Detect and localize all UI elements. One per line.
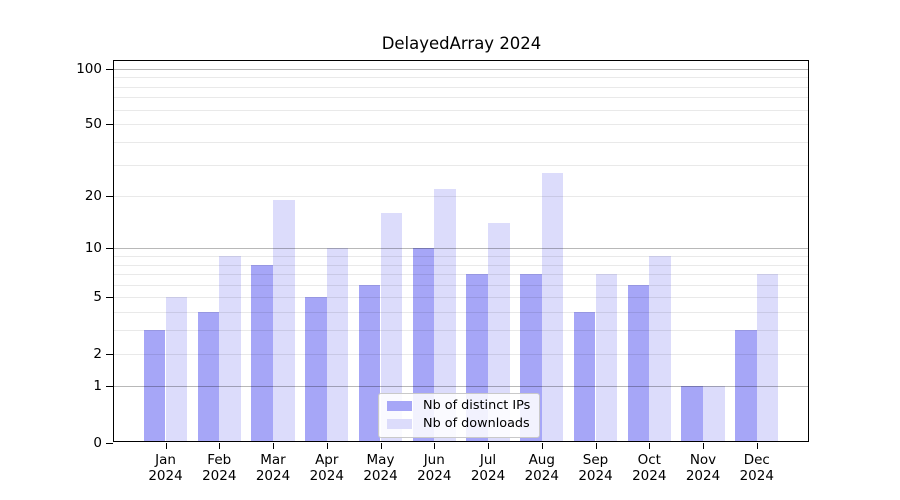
x-tick-mark — [434, 443, 436, 449]
bar-downloads — [595, 274, 618, 443]
plot-border — [113, 60, 809, 442]
x-tick-label: Mar 2024 — [255, 452, 291, 484]
y-tick-label: 10 — [84, 240, 102, 257]
bar-downloads — [703, 386, 725, 443]
legend-item-downloads: Nb of downloads — [387, 416, 530, 432]
bar-downloads — [219, 256, 241, 443]
y-tick-label: 2 — [93, 345, 102, 362]
y-tick-mark — [106, 386, 113, 387]
x-tick-label: May 2024 — [363, 452, 398, 484]
minor-gridline — [114, 265, 809, 266]
y-tick-mark — [106, 69, 113, 70]
x-tick-mark — [326, 443, 328, 449]
x-tick-label: Aug 2024 — [524, 452, 559, 484]
x-tick-label: Dec 2024 — [739, 452, 774, 484]
minor-gridline — [114, 354, 809, 355]
minor-gridline — [114, 124, 809, 125]
x-tick-label: Jan 2024 — [148, 452, 183, 484]
minor-gridline — [114, 97, 809, 98]
x-tick-label: Apr 2024 — [309, 452, 344, 484]
bar-distinct-ips — [251, 264, 273, 443]
bar-downloads — [326, 248, 349, 443]
bar-distinct-ips — [197, 312, 220, 443]
minor-gridline — [114, 165, 809, 166]
minor-gridline — [114, 256, 809, 257]
major-gridline — [114, 248, 809, 249]
y-tick-mark — [106, 124, 113, 125]
bar-downloads — [541, 172, 564, 443]
x-tick-mark — [756, 443, 758, 449]
legend-label-distinct-ips: Nb of distinct IPs — [423, 398, 531, 413]
minor-gridline — [114, 312, 809, 313]
bar-distinct-ips — [573, 312, 596, 443]
y-tick-label: 1 — [93, 378, 102, 395]
x-tick-mark — [488, 443, 489, 449]
minor-gridline — [114, 330, 809, 331]
major-gridline — [114, 386, 809, 387]
bar-distinct-ips — [681, 386, 703, 443]
x-tick-label: Feb 2024 — [202, 452, 237, 484]
legend-item-distinct-ips: Nb of distinct IPs — [387, 398, 530, 414]
bar-distinct-ips — [735, 330, 757, 443]
x-tick-mark — [219, 443, 221, 449]
major-gridline — [114, 69, 809, 70]
x-tick-label: Nov 2024 — [685, 452, 721, 484]
x-tick-mark — [165, 443, 167, 449]
y-tick-label: 5 — [93, 289, 102, 306]
bar-downloads — [273, 199, 295, 443]
minor-gridline — [114, 285, 809, 286]
x-tick-mark — [380, 443, 382, 449]
x-tick-label: Oct 2024 — [632, 452, 667, 484]
bar-downloads — [434, 188, 456, 443]
y-tick-label: 100 — [76, 60, 102, 77]
x-tick-mark — [273, 443, 274, 449]
legend-swatch-distinct-ips — [387, 401, 412, 411]
y-tick-mark — [106, 443, 113, 444]
x-tick-mark — [703, 443, 704, 449]
y-tick-label: 0 — [93, 434, 102, 451]
minor-gridline — [114, 87, 809, 88]
legend-swatch-downloads — [387, 419, 412, 429]
bar-distinct-ips — [305, 297, 327, 443]
x-tick-mark — [541, 443, 543, 449]
bar-distinct-ips — [627, 284, 650, 443]
bar-downloads — [488, 223, 510, 443]
minor-gridline — [114, 196, 809, 197]
x-tick-mark — [595, 443, 597, 449]
bar-distinct-ips — [143, 330, 166, 443]
y-tick-mark — [106, 196, 113, 197]
minor-gridline — [114, 142, 809, 143]
x-tick-label: Jul 2024 — [470, 452, 506, 484]
minor-gridline — [114, 110, 809, 111]
y-tick-label: 50 — [84, 116, 102, 133]
legend-label-downloads: Nb of downloads — [423, 416, 530, 431]
y-tick-label: 20 — [84, 188, 102, 205]
bar-downloads — [380, 213, 403, 443]
chart-title: DelayedArray 2024 — [381, 34, 542, 53]
bar-downloads — [165, 297, 188, 443]
x-tick-label: Jun 2024 — [417, 452, 452, 484]
minor-gridline — [114, 297, 809, 298]
y-tick-mark — [106, 354, 113, 355]
minor-gridline — [114, 77, 809, 78]
bar-downloads — [756, 274, 779, 443]
x-tick-mark — [649, 443, 651, 449]
x-tick-label: Sep 2024 — [578, 452, 613, 484]
minor-gridline — [114, 274, 809, 275]
y-tick-mark — [106, 248, 113, 249]
legend: Nb of distinct IPs Nb of downloads — [378, 393, 541, 438]
bar-downloads — [649, 256, 671, 443]
bar-distinct-ips — [358, 284, 381, 443]
y-tick-mark — [106, 297, 113, 298]
